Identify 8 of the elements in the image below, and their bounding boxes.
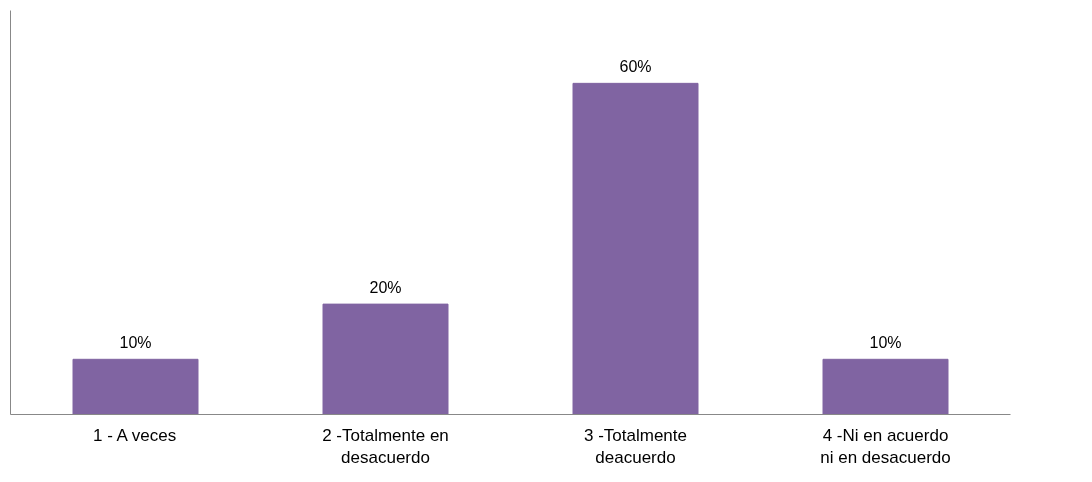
x-tick-label: 2 -Totalmente en desacuerdo xyxy=(322,425,449,468)
x-tick-label: 4 -Ni en acuerdo ni en desacuerdo xyxy=(820,425,951,468)
data-label: 60% xyxy=(619,58,652,76)
x-tick-label: 3 -Totalmente deacuerdo xyxy=(584,425,687,468)
x-tick-label: 1 - A veces xyxy=(92,425,177,445)
data-label: 20% xyxy=(369,279,402,297)
data-label: 10% xyxy=(869,334,902,352)
data-label: 10% xyxy=(119,334,152,352)
